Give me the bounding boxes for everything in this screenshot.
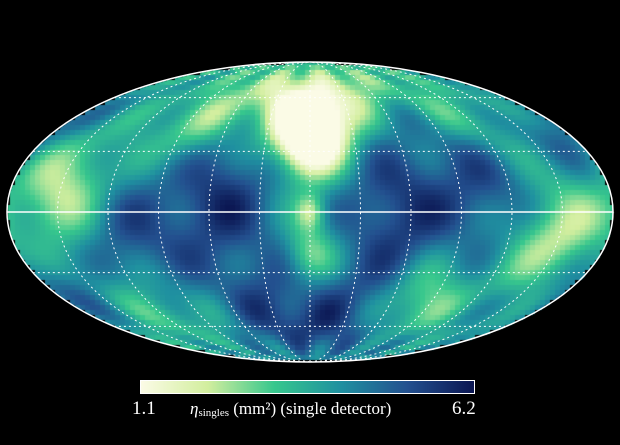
meridian-line <box>258 61 311 363</box>
colorbar <box>140 380 475 394</box>
colorbar-label-unit: (mm²) (single detector) <box>229 399 392 418</box>
colorbar-label: ηsingles (mm²) (single detector) <box>190 399 391 419</box>
meridian-line <box>309 61 362 363</box>
colorbar-min-label: 1.1 <box>132 398 156 419</box>
colorbar-max-label: 6.2 <box>452 398 476 419</box>
colorbar-label-subscript: singles <box>198 407 229 419</box>
map-boundary <box>6 61 614 363</box>
colorbar-label-symbol: η <box>190 399 199 418</box>
